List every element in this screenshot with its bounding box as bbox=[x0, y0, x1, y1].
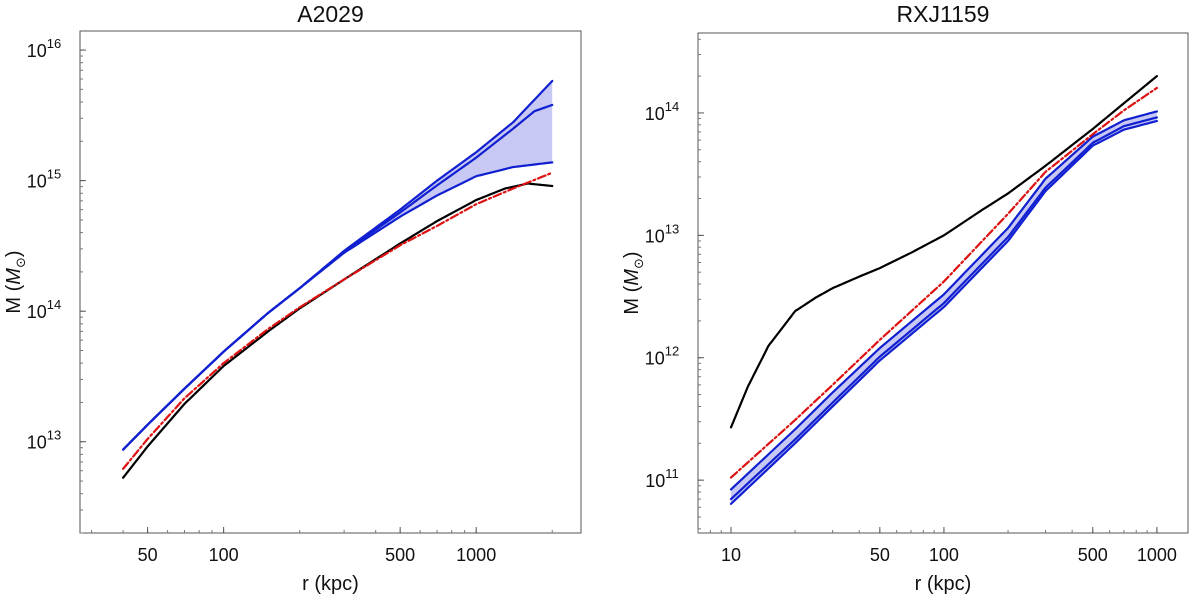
plot-frame bbox=[79, 30, 582, 534]
x-axis-label: r (kpc) bbox=[302, 573, 359, 595]
series-line-5 bbox=[122, 171, 554, 470]
y-tick-label: 1016 bbox=[27, 36, 62, 61]
x-tick-label: 50 bbox=[138, 545, 158, 565]
y-tick-exponent: 14 bbox=[47, 297, 61, 312]
series-line-3 bbox=[729, 110, 1158, 491]
series-line-4 bbox=[122, 182, 554, 479]
x-tick-label: 100 bbox=[209, 545, 239, 565]
y-tick-exponent: 13 bbox=[665, 221, 679, 236]
y-axis-label-quantity: M bbox=[3, 297, 25, 314]
series-line-2 bbox=[729, 116, 1158, 501]
y-tick-base: 10 bbox=[27, 172, 47, 192]
y-tick-label: 1013 bbox=[645, 221, 680, 246]
x-axis-label: r (kpc) bbox=[915, 573, 972, 595]
y-tick-base: 10 bbox=[27, 433, 47, 453]
y-axis-label: M (M⊙) bbox=[3, 250, 28, 313]
y-tick-exponent: 16 bbox=[47, 36, 61, 51]
y-axis-label: M (M⊙) bbox=[621, 251, 646, 314]
y-tick-exponent: 13 bbox=[47, 428, 61, 443]
series-line-3 bbox=[122, 79, 554, 451]
y-tick-label: 1014 bbox=[645, 99, 680, 124]
y-tick-exponent: 12 bbox=[665, 344, 679, 359]
y-tick-base: 10 bbox=[27, 41, 47, 61]
series-line-1 bbox=[729, 119, 1158, 505]
y-tick-exponent: 14 bbox=[665, 99, 679, 114]
y-tick-base: 10 bbox=[645, 471, 665, 491]
chart-title: RXJ1159 bbox=[897, 1, 990, 27]
series-line-1 bbox=[122, 161, 554, 451]
chart-title: A2029 bbox=[297, 1, 364, 27]
y-tick-base: 10 bbox=[645, 349, 665, 369]
y-tick-label: 1014 bbox=[27, 297, 62, 322]
y-axis-label-unit: M bbox=[621, 269, 643, 286]
y-tick-label: 1015 bbox=[27, 167, 62, 192]
y-axis-label-unit: M bbox=[3, 268, 25, 285]
y-tick-label: 1012 bbox=[645, 344, 680, 369]
y-axis-label-unit-subscript: ⊙ bbox=[13, 257, 28, 268]
x-tick-label: 1000 bbox=[1137, 545, 1177, 565]
y-tick-base: 10 bbox=[645, 226, 665, 246]
y-axis-label-unit-subscript: ⊙ bbox=[631, 258, 646, 269]
y-tick-base: 10 bbox=[645, 104, 665, 124]
series-line-4 bbox=[729, 75, 1158, 429]
x-tick-label: 100 bbox=[929, 545, 959, 565]
x-tick-label: 500 bbox=[385, 545, 415, 565]
plot-frame bbox=[697, 32, 1189, 534]
y-axis-label-quantity: M bbox=[621, 298, 643, 315]
x-tick-label: 10 bbox=[721, 545, 741, 565]
y-tick-exponent: 11 bbox=[665, 466, 679, 481]
y-tick-label: 1011 bbox=[645, 466, 679, 491]
series-line-5 bbox=[729, 86, 1158, 479]
x-tick-label: 50 bbox=[870, 545, 890, 565]
y-tick-exponent: 15 bbox=[47, 167, 61, 182]
y-tick-label: 1013 bbox=[27, 428, 62, 453]
y-tick-base: 10 bbox=[27, 302, 47, 322]
x-tick-label: 500 bbox=[1078, 545, 1108, 565]
x-tick-label: 1000 bbox=[456, 545, 496, 565]
